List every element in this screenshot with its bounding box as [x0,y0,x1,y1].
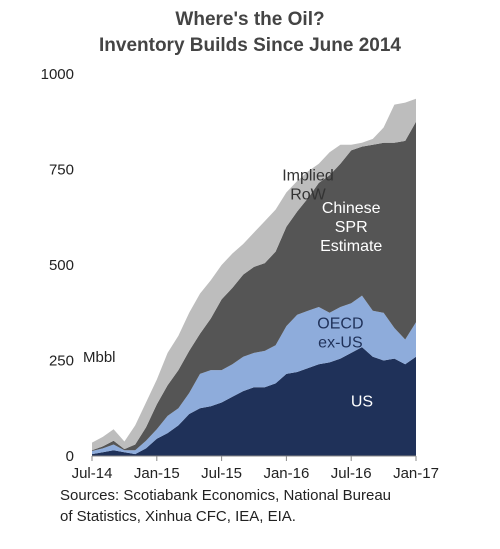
y-tick-label: 250 [49,353,74,370]
x-tick-label: Jul-16 [331,465,372,482]
plot-areas [92,98,416,456]
source-line-1: Sources: Scotiabank Economics, National … [60,487,391,504]
x-tick-label: Jul-15 [201,465,242,482]
series-label-implied-row: Implied [282,167,334,184]
y-tick-label: 1000 [41,66,74,83]
y-axis-ticks: 0 250 500 750 1000 [41,66,74,465]
x-axis-ticks: Jul-14 Jan-15 Jul-15 Jan-16 Jul-16 Jan-17 [72,456,439,482]
series-label-chinese-spr-estimate: Estimate [320,238,382,255]
area-us [92,347,416,456]
x-tick-label: Jul-14 [72,465,113,482]
x-tick-label: Jan-16 [263,465,309,482]
chart-title-line-2: Inventory Builds Since June 2014 [99,35,401,56]
x-tick-label: Jan-17 [393,465,439,482]
y-tick-label: 750 [49,162,74,179]
area-chinese-spr-estimate [92,121,416,452]
area-implied-row [92,98,416,451]
x-tick-label: Jan-15 [134,465,180,482]
area-oecd-ex-us [92,295,416,455]
chart-title-line-1: Where's the Oil? [175,9,324,30]
y-tick-label: 0 [66,448,74,465]
series-label-oecd-ex-us: ex-US [318,334,362,351]
source-line-2: of Statistics, Xinhua CFC, IEA, EIA. [60,508,296,525]
series-label-chinese-spr-estimate: Chinese [322,200,381,217]
series-label-chinese-spr-estimate: SPR [335,219,368,236]
series-label-us: US [351,394,373,411]
series-label-oecd-ex-us: OECD [317,315,363,332]
y-tick-label: 500 [49,257,74,274]
y-axis-unit-label: Mbbl [83,349,116,366]
series-label-implied-row: RoW [290,186,326,203]
